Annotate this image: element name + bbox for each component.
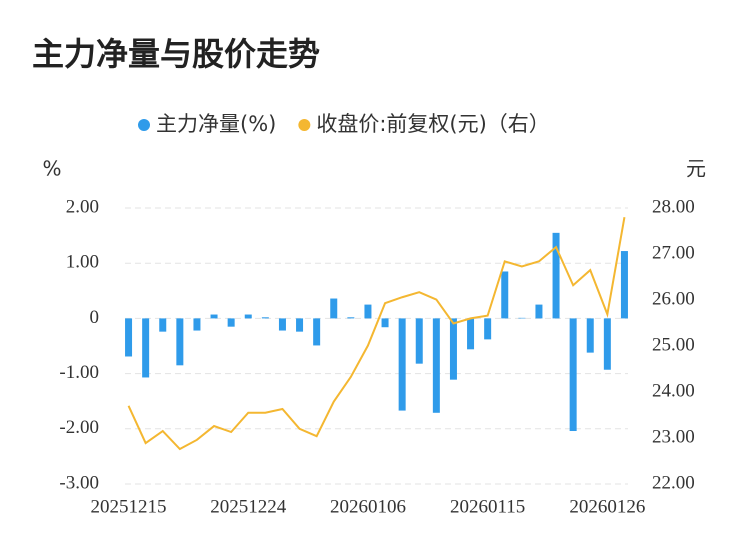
- legend-marker: [298, 119, 311, 131]
- chart-title: 主力净量与股价走势: [32, 35, 320, 73]
- y-tick-label: 2.00: [66, 196, 99, 217]
- bar: [518, 317, 526, 319]
- y-tick-label: -3.00: [59, 472, 99, 493]
- y2-tick-label: 28.00: [652, 196, 695, 217]
- bar: [501, 271, 509, 319]
- y-tick-label: -1.00: [59, 362, 99, 383]
- y2-tick-label: 22.00: [652, 472, 695, 493]
- y2-tick-label: 26.00: [652, 288, 695, 309]
- y-tick-label: 0: [90, 307, 100, 328]
- bar: [364, 304, 372, 319]
- bar: [261, 317, 269, 319]
- y2-tick-label: 24.00: [652, 380, 695, 401]
- y2-tick-label: 27.00: [652, 242, 695, 263]
- y2-tick-label: 23.00: [652, 426, 695, 447]
- bar: [603, 318, 611, 370]
- bar: [535, 304, 543, 319]
- bar: [296, 318, 304, 332]
- bar: [176, 318, 184, 366]
- bar: [620, 251, 628, 319]
- legend-label: 主力净量(%): [156, 112, 276, 136]
- y-tick-label: -2.00: [59, 417, 99, 438]
- bar: [210, 314, 218, 319]
- price-line: [127, 217, 626, 451]
- legend-marker: [138, 119, 150, 131]
- y-axis-label: %: [42, 157, 61, 181]
- legend-label: 收盘价:前复权(元)（右）: [316, 112, 549, 136]
- bar: [159, 318, 167, 332]
- y2-tick-label: 25.00: [652, 334, 695, 355]
- x-tick-label: 20251224: [210, 496, 287, 517]
- bar: [347, 317, 355, 319]
- y-tick-label: 1.00: [66, 252, 99, 273]
- bar: [569, 318, 577, 432]
- bar: [415, 318, 423, 364]
- bar: [313, 318, 321, 346]
- bar: [193, 318, 201, 331]
- bar: [227, 318, 235, 327]
- bar: [432, 318, 440, 413]
- x-tick-label: 20260126: [569, 496, 645, 517]
- x-tick-label: 20251215: [91, 496, 167, 517]
- bar: [449, 318, 457, 380]
- bar: [467, 318, 475, 350]
- bar: [552, 232, 560, 319]
- x-tick-label: 20260115: [450, 496, 525, 517]
- bar: [142, 318, 150, 378]
- bar: [484, 318, 492, 340]
- bar: [125, 318, 133, 357]
- bar: [381, 318, 389, 328]
- y2-axis-label: 元: [686, 157, 706, 181]
- bar: [398, 318, 406, 411]
- bar: [278, 318, 286, 331]
- bar: [330, 298, 338, 319]
- bar: [586, 318, 594, 353]
- bar: [244, 314, 252, 319]
- x-tick-label: 20260106: [330, 496, 406, 517]
